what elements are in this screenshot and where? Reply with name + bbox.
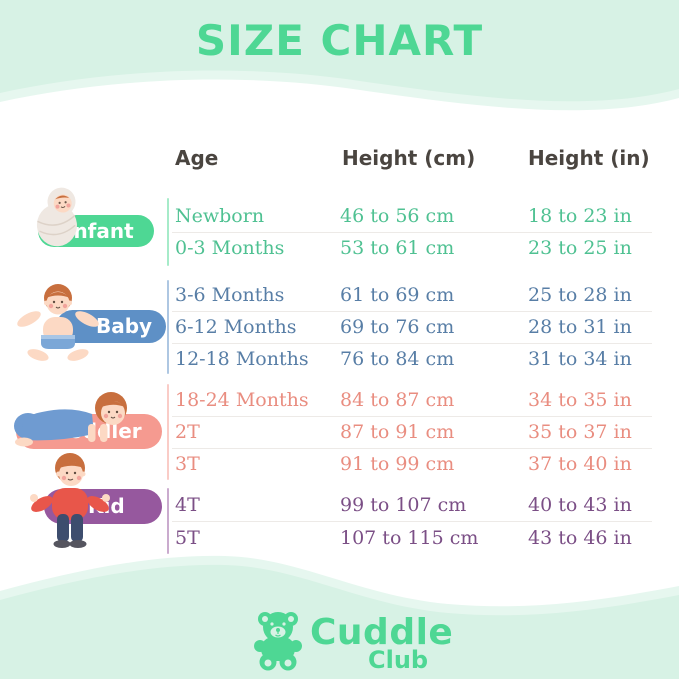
height-cm-cell: 91 to 99 cm [340, 453, 455, 475]
row-separator [172, 311, 652, 312]
table-row: 5T 107 to 115 cm 43 to 46 in [0, 524, 679, 552]
age-cell: 0-3 Months [175, 237, 285, 259]
baby-group-label: Baby [96, 314, 153, 338]
sitting-baby-illustration [17, 284, 99, 361]
teddy-bear-logo-icon [254, 612, 302, 671]
age-cell: 3T [175, 453, 200, 475]
table-row: 18-24 Months 84 to 87 cm 34 to 35 in [0, 386, 679, 414]
brand-name: Cuddle [310, 612, 454, 653]
row-separator [172, 416, 652, 417]
table-row: 6-12 Months 69 to 76 cm 28 to 31 in [0, 313, 679, 341]
age-cell: 2T [175, 421, 200, 443]
age-cell: 4T [175, 494, 200, 516]
height-cm-cell: 99 to 107 cm [340, 494, 467, 516]
height-in-cell: 25 to 28 in [528, 284, 632, 306]
infant-group-divider [167, 198, 169, 266]
row-separator [172, 521, 652, 522]
standing-kid-illustration [30, 453, 110, 548]
height-in-cell: 28 to 31 in [528, 316, 632, 338]
height-cm-cell: 46 to 56 cm [340, 205, 455, 227]
height-cm-cell: 53 to 61 cm [340, 237, 455, 259]
table-row: Newborn 46 to 56 cm 18 to 23 in [0, 202, 679, 230]
page-title: SIZE CHART [195, 16, 484, 65]
kid-group-divider [167, 488, 169, 554]
age-cell: 3-6 Months [175, 284, 285, 306]
brand-suffix: Club [368, 646, 429, 674]
height-in-cell: 34 to 35 in [528, 389, 632, 411]
table-row: 3-6 Months 61 to 69 cm 25 to 28 in [0, 281, 679, 309]
height-cm-cell: 69 to 76 cm [340, 316, 455, 338]
age-cell: Newborn [175, 205, 265, 227]
height-in-cell: 37 to 40 in [528, 453, 632, 475]
column-header-age: Age [175, 146, 219, 170]
table-row: 12-18 Months 76 to 84 cm 31 to 34 in [0, 345, 679, 373]
swaddled-infant-illustration [36, 187, 77, 247]
table-row: 3T 91 to 99 cm 37 to 40 in [0, 450, 679, 478]
toddler-group-divider [167, 384, 169, 480]
row-separator [172, 448, 652, 449]
height-in-cell: 23 to 25 in [528, 237, 632, 259]
height-cm-cell: 107 to 115 cm [340, 527, 479, 549]
height-cm-cell: 76 to 84 cm [340, 348, 455, 370]
column-header-height-cm: Height (cm) [342, 146, 476, 170]
height-cm-cell: 84 to 87 cm [340, 389, 455, 411]
age-cell: 12-18 Months [175, 348, 309, 370]
infant-group-label: Infant [66, 219, 134, 243]
age-cell: 18-24 Months [175, 389, 309, 411]
table-row: 4T 99 to 107 cm 40 to 43 in [0, 491, 679, 519]
height-cm-cell: 87 to 91 cm [340, 421, 455, 443]
height-in-cell: 43 to 46 in [528, 527, 632, 549]
age-cell: 6-12 Months [175, 316, 297, 338]
height-cm-cell: 61 to 69 cm [340, 284, 455, 306]
height-in-cell: 18 to 23 in [528, 205, 632, 227]
table-row: 2T 87 to 91 cm 35 to 37 in [0, 418, 679, 446]
baby-group-pill: Baby [56, 310, 166, 343]
height-in-cell: 35 to 37 in [528, 421, 632, 443]
age-cell: 5T [175, 527, 200, 549]
height-in-cell: 40 to 43 in [528, 494, 632, 516]
crawling-toddler-illustration [14, 392, 127, 447]
column-header-height-in: Height (in) [528, 146, 650, 170]
row-separator [172, 232, 652, 233]
height-in-cell: 31 to 34 in [528, 348, 632, 370]
table-row: 0-3 Months 53 to 61 cm 23 to 25 in [0, 234, 679, 262]
row-separator [172, 343, 652, 344]
baby-group-divider [167, 280, 169, 374]
